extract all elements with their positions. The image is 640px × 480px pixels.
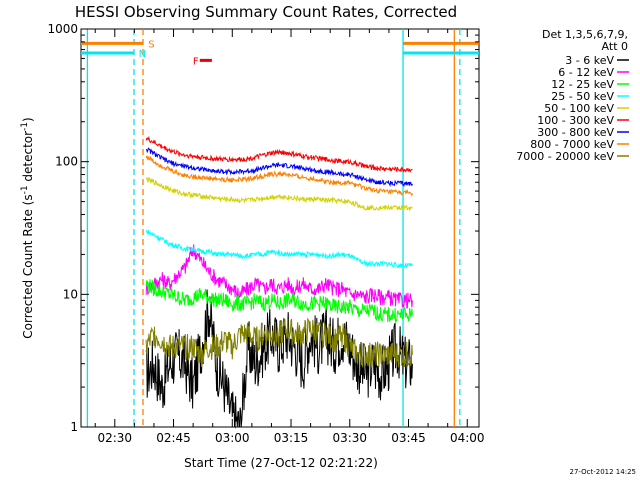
- y-axis-label: Corrected Count Rate (s-1 detector-1): [20, 117, 35, 338]
- x-axis-label: Start Time (27-Oct-12 02:21:22): [184, 456, 378, 470]
- y-axis-label-sup2: -1: [20, 122, 30, 131]
- legend-label: 800 - 7000 keV: [530, 138, 614, 151]
- series-line-5: [145, 135, 413, 173]
- series-line-1: [145, 244, 413, 309]
- legend-title-line2: Att 0: [602, 40, 628, 53]
- series-line-0: [145, 289, 413, 429]
- y-axis-label-close: ): [21, 117, 35, 122]
- legend-title-line1: Det 1,3,5,6,7,9,: [542, 28, 628, 41]
- legend-label: 100 - 300 keV: [537, 114, 614, 127]
- x-tick-label: 03:15: [274, 431, 309, 445]
- legend-label: 25 - 50 keV: [551, 90, 614, 103]
- chart-title: HESSI Observing Summary Count Rates, Cor…: [75, 3, 457, 21]
- legend-label: 12 - 25 keV: [551, 78, 614, 91]
- series-line-7: [145, 155, 413, 197]
- series-line-2: [145, 278, 413, 323]
- y-tick-label: 10: [63, 287, 78, 301]
- x-tick-label: 03:00: [215, 431, 250, 445]
- plot-frame: [80, 28, 480, 428]
- x-tick-label: 03:30: [332, 431, 367, 445]
- legend-label: 6 - 12 keV: [558, 66, 614, 79]
- legend-label: 300 - 800 keV: [537, 126, 614, 139]
- flag-label-F: F: [193, 56, 199, 67]
- flag-label-N: N: [139, 49, 146, 60]
- y-axis-label-sup: -1: [20, 185, 30, 194]
- x-tick-label: 04:00: [450, 431, 485, 445]
- y-tick-label: 100: [55, 155, 78, 169]
- series-line-8: [145, 317, 413, 368]
- x-tick-label: 02:30: [97, 431, 132, 445]
- series-line-6: [146, 147, 413, 188]
- x-tick-label: 03:45: [391, 431, 426, 445]
- timestamp: 27-Oct-2012 14:25: [570, 468, 636, 476]
- y-axis-label-tail: detector: [21, 131, 35, 186]
- legend-label: 50 - 100 keV: [544, 102, 614, 115]
- y-tick-label: 1000: [47, 22, 78, 36]
- series-line-4: [145, 177, 413, 212]
- flag-label-S: S: [148, 39, 154, 50]
- x-tick-label: 02:45: [156, 431, 191, 445]
- y-tick-label: 1: [70, 420, 78, 434]
- series-line-3: [146, 230, 413, 269]
- legend-label: 7000 - 20000 keV: [516, 150, 614, 163]
- legend-label: 3 - 6 keV: [565, 54, 614, 67]
- y-axis-label-main: Corrected Count Rate (s: [21, 194, 35, 338]
